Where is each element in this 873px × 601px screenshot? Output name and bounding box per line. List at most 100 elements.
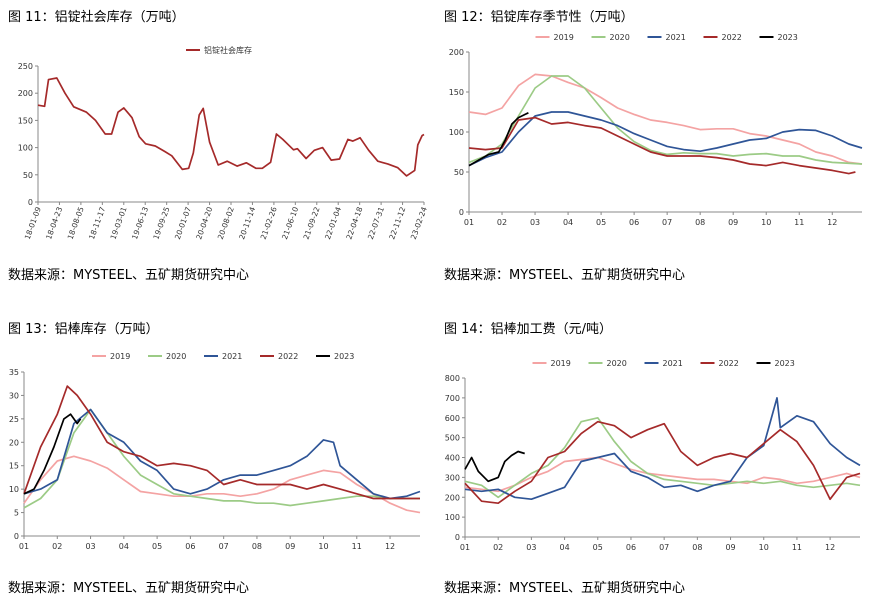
legend-label: 2019: [551, 359, 571, 368]
x-tick-label: 06: [185, 542, 195, 551]
figure-title: 图 14：铝棒加工费（元/吨）: [444, 322, 613, 337]
y-tick-label: 30: [9, 391, 19, 400]
legend-label: 2021: [666, 33, 686, 42]
series-line-铝锭社会库存: [37, 77, 425, 177]
figure-title: 图 12：铝锭库存季节性（万吨）: [444, 10, 634, 25]
legend-label: 2023: [334, 352, 354, 361]
x-tick-label: 12: [827, 218, 837, 227]
y-tick-label: 500: [445, 434, 460, 443]
y-tick-label: 50: [23, 171, 33, 180]
x-tick-label: 22-11-12: [387, 205, 407, 240]
x-tick-label: 08: [692, 543, 702, 552]
series-line-2022: [468, 116, 856, 175]
series-line-2023: [464, 450, 525, 483]
y-tick-label: 200: [18, 89, 33, 98]
x-tick-label: 12: [825, 543, 835, 552]
figure-title: 图 11：铝锭社会库存（万吨）: [8, 10, 185, 25]
figure-title: 图 13：铝棒库存（万吨）: [8, 322, 159, 337]
x-tick-label: 01: [19, 542, 29, 551]
legend-label: 2020: [607, 359, 627, 368]
x-tick-label: 12: [385, 542, 395, 551]
y-tick-label: 5: [14, 509, 19, 518]
x-tick-label: 20-11-14: [237, 205, 257, 240]
y-tick-label: 0: [14, 532, 19, 541]
x-tick-label: 18-01-09: [23, 205, 43, 240]
x-tick-label: 04: [559, 543, 569, 552]
x-tick-label: 21-02-26: [259, 205, 279, 240]
y-tick-label: 25: [9, 415, 19, 424]
figure-source: 数据来源：MYSTEEL、五矿期货研究中心: [8, 268, 250, 283]
x-tick-label: 03: [85, 542, 95, 551]
y-tick-label: 100: [18, 144, 33, 153]
panel-fig14: 图 14：铝棒加工费（元/吨） 0 100 200 300 400 500 600 700 80…: [436, 300, 872, 600]
x-tick-label: 05: [152, 542, 162, 551]
panel-fig12: 图 12：铝锭库存季节性（万吨） 0 50 100 150 200 01 02 03 04 05 0…: [436, 0, 872, 300]
x-tick-label: 06: [626, 543, 636, 552]
x-tick-label: 08: [252, 542, 262, 551]
y-tick-label: 10: [9, 485, 19, 494]
chart-aluminum-rod-processing-fee: 0 100 200 300 400 500 600 700 800 01 02 03 04 05 06 07 0…: [445, 359, 861, 552]
series-line-2020: [464, 416, 861, 499]
y-tick-label: 250: [18, 62, 33, 71]
y-tick-label: 800: [445, 374, 460, 383]
legend-label: 2021: [222, 352, 242, 361]
x-tick-label: 03: [530, 218, 540, 227]
series-line-2023: [23, 413, 82, 495]
x-tick-label: 21-06-10: [280, 205, 300, 240]
legend-label: 2022: [719, 359, 739, 368]
x-tick-label: 06: [629, 218, 639, 227]
y-tick-label: 100: [449, 128, 464, 137]
x-tick-label: 02: [497, 218, 507, 227]
figure-source: 数据来源：MYSTEEL、五矿期货研究中心: [444, 268, 686, 283]
x-tick-label: 02: [493, 543, 503, 552]
panel-fig13: 图 13：铝棒库存（万吨） 0 5 10 15 20 25 30 35 01 02 03 04 05 06…: [0, 300, 436, 600]
y-tick-label: 700: [445, 394, 460, 403]
y-tick-label: 150: [18, 116, 33, 125]
legend-label: 2022: [722, 33, 742, 42]
y-tick-label: 0: [28, 198, 33, 207]
y-tick-label: 0: [455, 533, 460, 542]
x-tick-label: 04: [563, 218, 573, 227]
x-tick-label: 19-06-13: [130, 205, 150, 240]
y-tick-label: 35: [9, 368, 19, 377]
x-tick-label: 01: [460, 543, 470, 552]
x-tick-label: 11: [792, 543, 802, 552]
legend-label: 2022: [278, 352, 298, 361]
x-tick-label: 18-04-23: [44, 205, 64, 240]
y-tick-label: 300: [445, 473, 460, 482]
series-line-2021: [468, 111, 863, 167]
series-line-2019: [464, 456, 861, 493]
x-tick-label: 10: [318, 542, 328, 551]
series-line-2023: [468, 112, 529, 167]
x-tick-label: 20-01-07: [173, 205, 193, 240]
legend-label: 2021: [663, 359, 683, 368]
y-tick-label: 200: [445, 493, 460, 502]
x-tick-label: 19-09-25: [151, 205, 171, 240]
x-tick-label: 09: [285, 542, 295, 551]
series-line-2022: [464, 420, 861, 505]
x-tick-label: 07: [662, 218, 672, 227]
series-line-2020: [23, 408, 420, 509]
x-tick-label: 10: [759, 543, 769, 552]
legend-label: 2019: [110, 352, 130, 361]
x-tick-label: 18-08-05: [66, 205, 86, 240]
x-tick-label: 21-09-22: [302, 205, 322, 240]
x-tick-label: 22-07-31: [366, 205, 386, 240]
series-line-2021: [23, 408, 421, 500]
series-line-2019: [468, 73, 863, 165]
x-tick-label: 05: [596, 218, 606, 227]
y-tick-label: 400: [445, 454, 460, 463]
legend-label: 铝锭社会库存: [204, 45, 252, 55]
x-tick-label: 18-11-17: [87, 205, 107, 240]
y-tick-label: 150: [449, 88, 464, 97]
x-tick-label: 03: [526, 543, 536, 552]
x-tick-label: 02: [52, 542, 62, 551]
y-tick-label: 20: [9, 438, 19, 447]
x-tick-label: 23-02-24: [409, 205, 429, 240]
y-tick-label: 100: [445, 513, 460, 522]
x-tick-label: 09: [728, 218, 738, 227]
x-tick-label: 11: [352, 542, 362, 551]
x-tick-label: 22-01-04: [323, 205, 343, 240]
